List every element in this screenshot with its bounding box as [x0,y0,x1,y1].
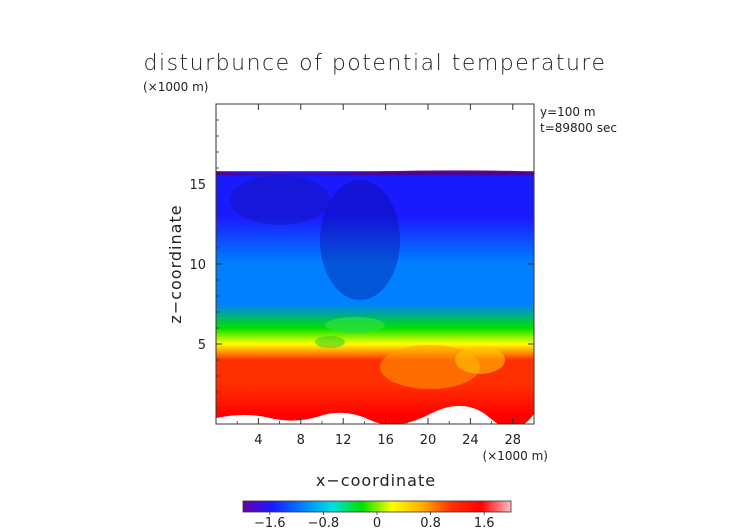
colorbar-tick-label: 0.8 [420,516,441,531]
x-tick-label: 16 [377,433,394,448]
top-boundary [216,170,534,176]
top-unit-label: (×1000 m) [143,80,208,94]
warm-blob [380,345,480,389]
x-unit-label: (×1000 m) [483,449,548,463]
x-tick-label: 8 [297,433,305,448]
no-data-region [216,104,534,172]
plot-area [216,104,534,424]
x-axis-label: x−coordinate [316,471,436,490]
chart-title: disturbunce of potential temperature [144,51,607,76]
colorbar-tick-label: −0.8 [308,516,340,531]
annotation-y: y=100 m [540,105,596,119]
y-tick-label: 10 [189,258,206,273]
colorbar-tick-label: 1.6 [474,516,495,531]
y-axis: 5 10 15 [189,119,534,409]
cold-blob [230,175,330,225]
colorbar-ticks: −1.6 −0.8 0 0.8 1.6 [254,512,495,531]
warm-blob [455,346,505,374]
x-tick-label: 4 [254,433,262,448]
y-tick-label: 15 [189,178,206,193]
colorbar [242,500,512,513]
x-tick-label: 20 [420,433,437,448]
colorbar-tick-label: −1.6 [254,516,286,531]
y-tick-label: 5 [198,338,206,353]
cold-blob [320,180,400,300]
green-blob [325,317,385,333]
x-tick-label: 12 [335,433,352,448]
x-axis: 4 8 12 16 20 24 28 [236,104,522,448]
terrain-edge [216,405,534,424]
x-tick-label: 28 [505,433,522,448]
x-tick-label: 24 [462,433,479,448]
green-blob [315,336,345,348]
annotation-t: t=89800 sec [540,121,617,135]
colorbar-tick-label: 0 [373,516,381,531]
y-axis-label: z−coordinate [166,204,185,323]
